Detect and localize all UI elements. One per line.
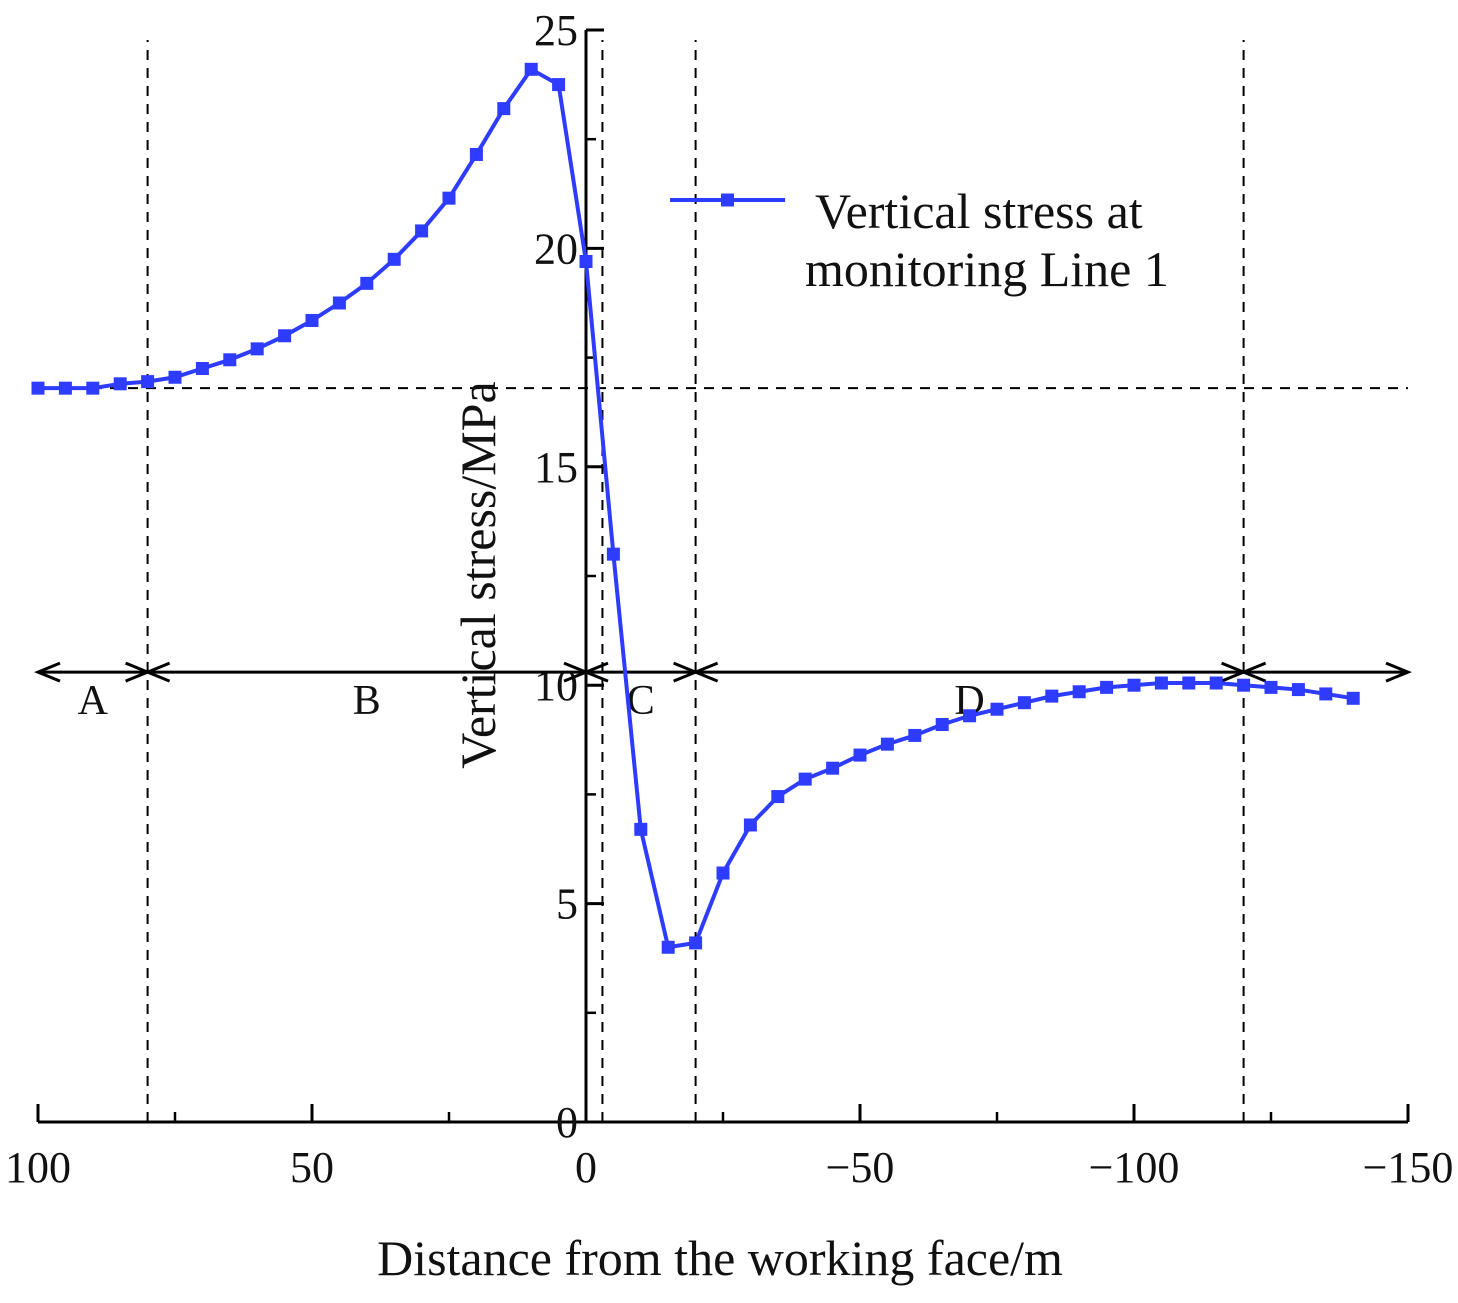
data-point — [1319, 687, 1333, 701]
data-point — [415, 224, 429, 238]
data-point — [853, 748, 867, 762]
data-point — [689, 936, 703, 950]
data-point — [634, 822, 648, 836]
data-point — [743, 818, 757, 832]
x-tick-label: 0 — [575, 1143, 597, 1192]
data-point — [1346, 691, 1360, 705]
y-tick-label: 0 — [556, 1098, 578, 1147]
data-point — [469, 147, 483, 161]
data-point — [798, 772, 812, 786]
data-point — [223, 353, 237, 367]
zone-arrow-head-left — [582, 661, 609, 683]
data-point — [1017, 696, 1031, 710]
y-tick-label: 10 — [534, 661, 578, 710]
reference-lines — [38, 40, 1408, 1122]
zone-label: A — [78, 678, 109, 724]
data-point — [442, 191, 456, 205]
data-point — [579, 255, 593, 269]
data-point — [58, 381, 72, 395]
legend: Vertical stress at monitoring Line 1 — [670, 183, 1169, 297]
data-point — [1264, 680, 1278, 694]
zone-arrow-head-right — [1385, 661, 1412, 683]
data-point — [661, 940, 675, 954]
data-point — [305, 313, 319, 327]
data-point — [360, 276, 374, 290]
data-point — [195, 362, 209, 376]
data-point — [86, 381, 100, 395]
data-point — [278, 329, 292, 343]
x-tick-label: −150 — [1363, 1143, 1454, 1192]
data-point — [1291, 683, 1305, 697]
zone-arrow-head-left — [143, 661, 171, 683]
data-point — [250, 342, 264, 356]
zone-arrow-head-left — [691, 661, 719, 683]
data-point — [1045, 689, 1059, 703]
zone-arrow-head-left — [1239, 661, 1267, 683]
data-point — [908, 728, 922, 742]
x-tick-label: 100 — [5, 1143, 71, 1192]
data-point — [168, 370, 182, 384]
data-point — [1127, 678, 1141, 692]
data-point — [1154, 676, 1168, 690]
data-point — [552, 78, 566, 92]
legend-label: Vertical stress at monitoring Line 1 — [805, 183, 1169, 297]
data-point — [606, 547, 620, 561]
y-tick-label: 5 — [556, 880, 578, 929]
data-point — [935, 718, 949, 732]
data-point — [1209, 676, 1223, 690]
data-point — [826, 761, 840, 775]
y-ticks: 0 5 10 15 20 25 — [534, 6, 604, 1147]
y-tick-label: 20 — [534, 224, 578, 273]
data-point — [141, 375, 155, 389]
data-point — [1237, 678, 1251, 692]
y-tick-label: 25 — [534, 6, 578, 55]
data-point — [1072, 685, 1086, 699]
data-point — [332, 296, 346, 310]
legend-marker-swatch — [721, 193, 734, 207]
data-point — [113, 377, 127, 391]
data-point — [963, 709, 977, 723]
data-point — [1100, 680, 1114, 694]
x-tick-label: −100 — [1089, 1143, 1180, 1192]
y-tick-label: 15 — [534, 443, 578, 492]
data-point — [716, 866, 730, 880]
data-point — [31, 381, 45, 395]
data-point — [497, 102, 511, 116]
data-point — [880, 737, 894, 751]
series-group — [31, 62, 1360, 954]
data-point — [524, 62, 538, 76]
data-point — [990, 702, 1004, 716]
x-tick-label: 50 — [290, 1143, 334, 1192]
data-point — [1182, 676, 1196, 690]
zone-arrow-head-left — [34, 661, 61, 683]
data-point — [387, 252, 401, 266]
data-point — [771, 790, 785, 804]
zone-label: B — [353, 678, 381, 724]
x-axis-label: Distance from the working face/m — [377, 1230, 1063, 1286]
y-axis-label: Vertical stress/MPa — [450, 381, 506, 768]
x-ticks: 100 50 0 −50 −100 −150 — [5, 1104, 1453, 1192]
x-tick-label: −50 — [826, 1143, 895, 1192]
